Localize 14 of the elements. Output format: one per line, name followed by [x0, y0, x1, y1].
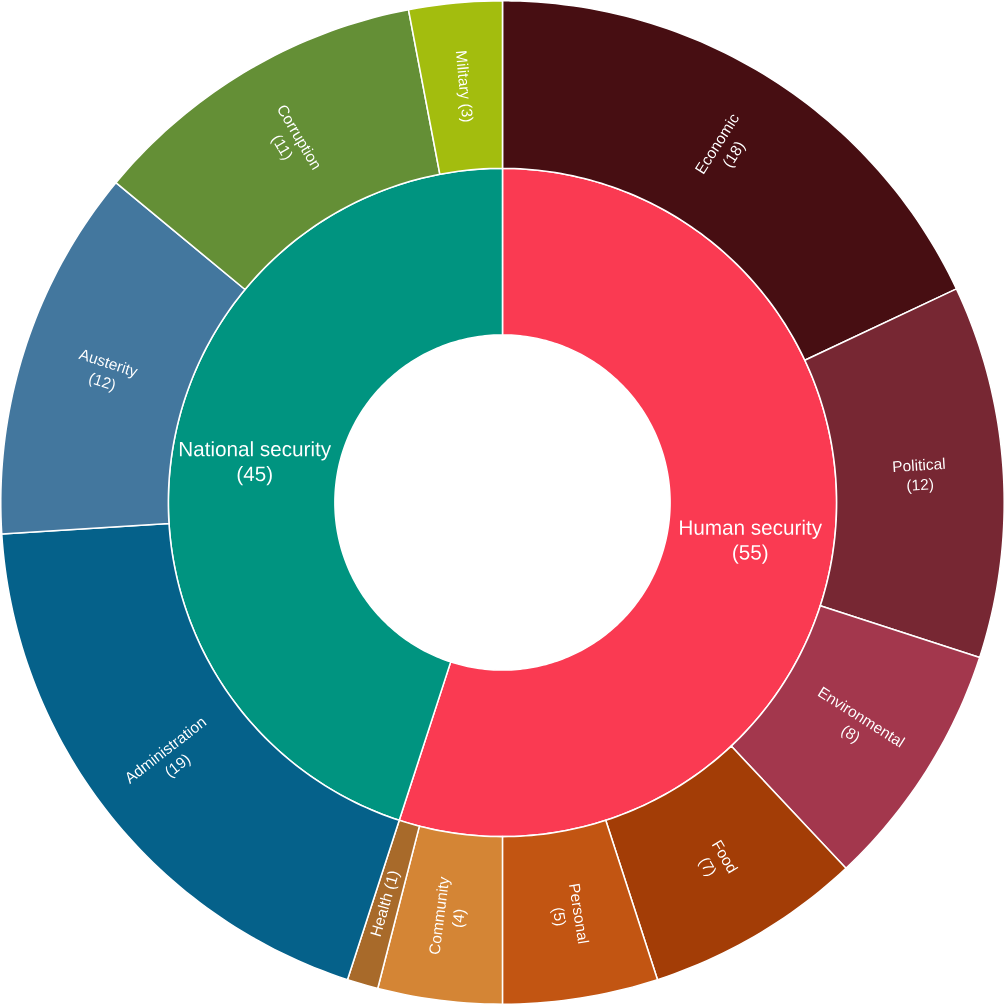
slice-label: Political [893, 457, 945, 473]
data-label: (45) [237, 466, 272, 486]
slice-label: National security [179, 441, 332, 461]
data-label: (55) [733, 544, 768, 564]
slice-label: Health [370, 893, 393, 937]
data-label: (5) [550, 908, 567, 926]
data-label: (3) [457, 104, 474, 122]
slice-label: Human security [680, 519, 823, 539]
slice-label: Military [455, 51, 470, 99]
data-label: (1) [384, 871, 402, 889]
slice-label: Community [429, 876, 452, 954]
data-label: (12) [907, 478, 934, 494]
data-label: (4) [451, 909, 468, 927]
slice-label: Personal [569, 883, 590, 944]
